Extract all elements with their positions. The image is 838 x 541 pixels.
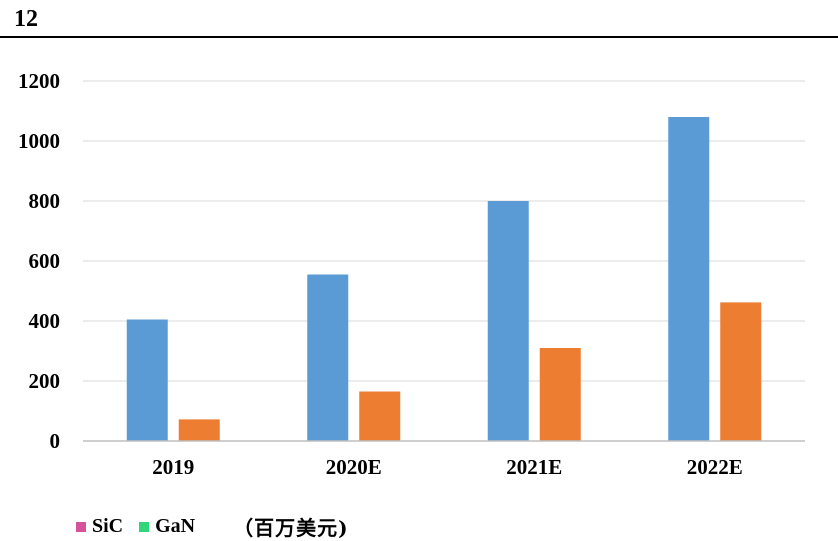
header-rule <box>0 36 838 38</box>
y-tick-label: 400 <box>29 309 61 333</box>
legend-swatch-gan <box>139 521 150 532</box>
bar-2022E-series-2 <box>720 302 762 441</box>
y-tick-label: 1000 <box>18 129 60 153</box>
y-tick-label: 600 <box>29 249 61 273</box>
x-tick-label: 2019 <box>152 455 194 479</box>
y-tick-label: 800 <box>29 189 61 213</box>
bar-2021E-series-1 <box>487 201 529 441</box>
y-tick-label: 0 <box>50 429 61 453</box>
legend-label-gan: GaN <box>155 515 196 537</box>
x-tick-label: 2020E <box>326 455 382 479</box>
bar-2021E-series-2 <box>539 348 581 441</box>
legend: SiC GaN （百万美元) <box>76 512 349 541</box>
bar-2020E-series-2 <box>359 391 401 441</box>
legend-label-sic: SiC <box>92 515 124 537</box>
y-tick-label: 1200 <box>18 69 60 93</box>
y-tick-label: 200 <box>29 369 61 393</box>
legend-item-gan: GaN <box>139 515 195 538</box>
legend-swatch-sic <box>76 521 86 532</box>
x-axis-ticks: 2019 2020E 2021E 2022E <box>152 455 743 479</box>
bars <box>126 117 762 441</box>
bar-2022E-series-1 <box>668 117 710 441</box>
legend-item-sic: SiC <box>76 515 123 538</box>
x-tick-label: 2022E <box>687 455 743 479</box>
bar-2019-series-2 <box>178 419 220 441</box>
page-number: 12 <box>14 6 38 32</box>
bar-2020E-series-1 <box>307 274 349 441</box>
bar-chart: 0 200 400 600 800 1000 1200 2019 2020E 2021E 2022… <box>18 69 805 479</box>
x-tick-label: 2021E <box>506 455 562 479</box>
unit-label: （百万美元) <box>233 516 349 540</box>
y-axis-ticks: 0 200 400 600 800 1000 1200 <box>18 69 60 453</box>
bar-2019-series-1 <box>126 319 168 441</box>
